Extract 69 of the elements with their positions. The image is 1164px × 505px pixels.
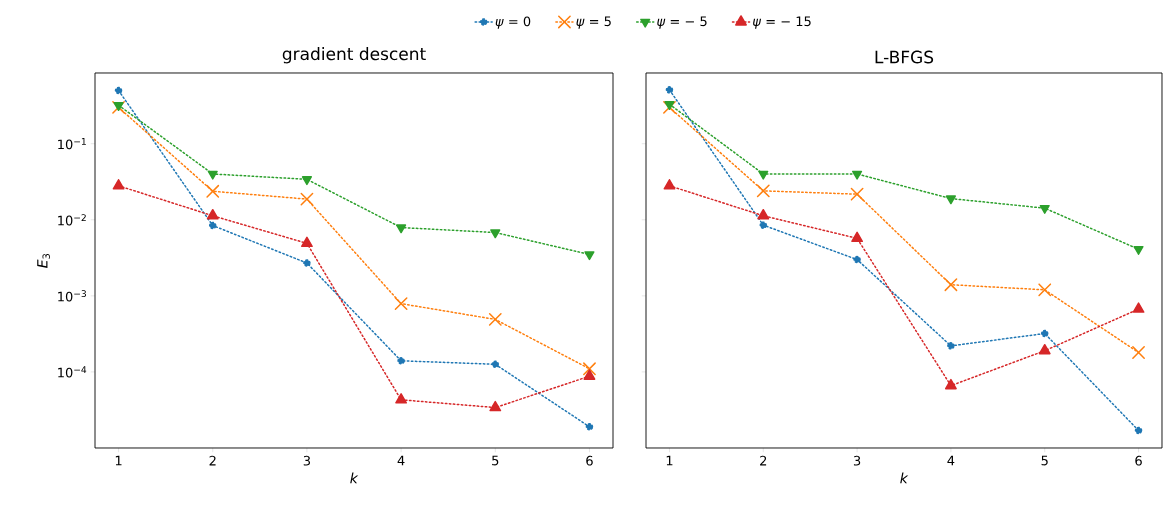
point <box>944 278 958 292</box>
point <box>301 176 312 186</box>
point <box>112 179 125 190</box>
point <box>583 362 596 376</box>
point <box>300 192 314 206</box>
point <box>852 170 863 180</box>
y-tick-label: 10$^{−3}$ <box>58 290 86 302</box>
point <box>208 221 217 230</box>
point <box>1040 329 1049 338</box>
chart-title: gradient descent <box>282 47 426 64</box>
x-tick-label: 3 <box>303 455 311 466</box>
y-tick-label: 10$^{−2}$ <box>58 214 86 226</box>
point <box>396 224 407 234</box>
point <box>488 313 502 326</box>
point <box>663 179 676 190</box>
x-tick-label: 3 <box>853 455 861 466</box>
point <box>1132 302 1145 313</box>
point <box>300 236 313 248</box>
point <box>853 255 861 264</box>
x-tick-label: 4 <box>397 455 405 466</box>
x-axis-title: k <box>900 472 909 484</box>
point <box>1134 426 1143 435</box>
point <box>757 208 770 220</box>
point <box>585 423 594 431</box>
point <box>1133 245 1144 255</box>
point <box>394 297 408 311</box>
point <box>850 187 864 201</box>
point <box>1039 204 1050 214</box>
point <box>945 195 956 205</box>
legend-label: ψ = 0 <box>495 16 531 29</box>
x-tick-label: 4 <box>947 455 955 466</box>
x-tick-label: 1 <box>666 455 673 466</box>
x-tick-label: 1 <box>115 455 122 466</box>
point <box>851 231 864 243</box>
point <box>665 86 674 94</box>
x-axis-title: k <box>350 472 359 484</box>
y-tick-label: 10$^{−4}$ <box>58 366 87 378</box>
legend-label: ψ = 5 <box>576 16 611 29</box>
point <box>206 208 219 220</box>
point <box>395 393 408 404</box>
x-tick-label: 5 <box>492 455 499 466</box>
point <box>944 378 957 390</box>
y-tick-label: 10$^{−1}$ <box>58 138 86 150</box>
point <box>397 357 405 365</box>
point <box>207 170 218 180</box>
point <box>758 170 769 180</box>
point <box>1038 283 1052 297</box>
x-tick-label: 2 <box>760 455 767 466</box>
point <box>1038 343 1051 355</box>
point <box>114 86 123 95</box>
point <box>584 251 595 261</box>
x-tick-label: 5 <box>1041 455 1048 466</box>
point <box>1132 346 1145 359</box>
point <box>303 259 311 267</box>
point <box>490 229 501 239</box>
legend-label: ψ = − 15 <box>753 16 811 29</box>
point <box>491 360 500 369</box>
point <box>583 369 596 380</box>
point <box>489 400 502 412</box>
point <box>759 221 768 229</box>
x-tick-label: 2 <box>209 455 216 466</box>
legend-label: ψ = − 5 <box>657 16 707 29</box>
point <box>947 342 955 350</box>
y-axis-title: E$_{3}$ <box>37 253 50 268</box>
x-tick-label: 6 <box>586 455 593 466</box>
chart-title: L-BFGS <box>875 50 934 64</box>
x-tick-label: 6 <box>1135 455 1142 466</box>
point <box>756 184 770 198</box>
point <box>206 184 220 198</box>
